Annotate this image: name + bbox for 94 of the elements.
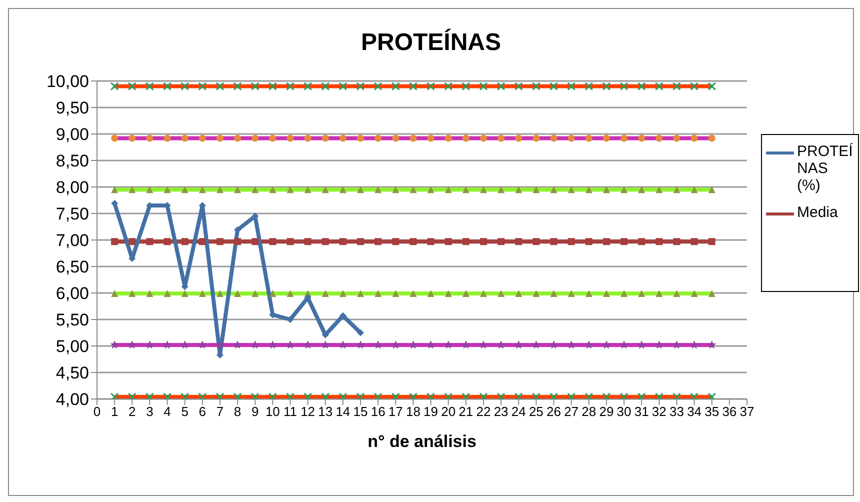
point xyxy=(427,238,434,246)
x-tick-label: 31 xyxy=(634,404,649,420)
point xyxy=(620,238,628,246)
x-tick-label: 17 xyxy=(388,404,403,420)
point xyxy=(690,238,698,246)
x-tick-label: 28 xyxy=(582,404,596,420)
x-tick-label: 23 xyxy=(494,404,508,420)
x-tick-label: 34 xyxy=(687,404,702,420)
x-tick-label: 9 xyxy=(251,404,259,420)
y-tick-label: 5,00 xyxy=(56,337,89,356)
y-tick-label: 7,50 xyxy=(56,204,89,224)
x-tick-label: 3 xyxy=(146,404,154,420)
point xyxy=(128,238,136,246)
point xyxy=(480,238,487,246)
y-tick-label: 7,00 xyxy=(56,231,89,250)
x-tick-label: 14 xyxy=(336,404,350,420)
point xyxy=(234,238,242,246)
point xyxy=(444,238,452,246)
x-tick-label: 13 xyxy=(318,404,333,420)
legend-label: PROTEÍNAS (%) xyxy=(797,143,854,194)
point xyxy=(392,238,400,246)
x-tick-label: 20 xyxy=(441,404,456,420)
x-tick-label: 33 xyxy=(669,404,684,420)
y-tick-label: 4,50 xyxy=(56,364,89,383)
x-tick-label: 37 xyxy=(740,404,754,420)
point xyxy=(374,238,382,246)
point xyxy=(164,238,171,246)
y-tick-label: 8,00 xyxy=(56,178,89,198)
x-tick-label: 8 xyxy=(234,404,242,420)
point xyxy=(515,238,522,246)
x-tick-label: 30 xyxy=(616,404,632,420)
point xyxy=(550,238,558,246)
point xyxy=(322,238,329,246)
x-tick-label: 11 xyxy=(283,404,297,420)
y-tick-label: 6,00 xyxy=(56,284,89,304)
x-tick-label: 12 xyxy=(300,404,316,420)
y-tick-label: 9,50 xyxy=(56,98,89,118)
point xyxy=(111,238,118,246)
x-tick-label: 27 xyxy=(564,404,579,420)
point xyxy=(498,238,505,246)
point xyxy=(462,238,470,246)
x-tick-label: 29 xyxy=(599,404,614,420)
point xyxy=(252,238,259,246)
y-tick-label: 5,50 xyxy=(56,310,89,330)
chart-title: PROTEÍNAS xyxy=(360,29,502,57)
point xyxy=(286,238,294,246)
y-tick-label: 4,00 xyxy=(56,390,89,410)
x-tick-label: 10 xyxy=(265,404,280,420)
x-axis-title: n° de análisis xyxy=(368,432,476,451)
x-tick-label: 7 xyxy=(216,404,224,420)
y-tick-label: 6,50 xyxy=(56,258,89,277)
point xyxy=(304,238,312,246)
point xyxy=(638,238,646,246)
point xyxy=(111,200,118,207)
x-tick-label: 26 xyxy=(546,404,561,420)
x-tick-label: 35 xyxy=(704,404,720,420)
legend-label: Media xyxy=(797,204,838,221)
point xyxy=(602,238,610,246)
point xyxy=(339,238,346,246)
point xyxy=(216,238,224,246)
point xyxy=(585,238,592,246)
y-tick-label: 10,00 xyxy=(46,72,89,92)
x-tick-label: 4 xyxy=(164,404,171,420)
point xyxy=(532,238,540,246)
x-tick-label: 21 xyxy=(458,404,474,420)
x-tick-label: 6 xyxy=(198,404,206,420)
y-tick-label: 8,50 xyxy=(56,152,89,171)
point xyxy=(357,329,364,336)
point xyxy=(181,238,188,246)
point xyxy=(269,238,276,246)
x-tick-label: 32 xyxy=(652,404,666,420)
point xyxy=(198,238,206,246)
point xyxy=(568,238,575,246)
x-tick-label: 22 xyxy=(476,404,491,420)
x-tick-label: 24 xyxy=(511,404,526,420)
point xyxy=(656,238,663,246)
x-tick-label: 36 xyxy=(722,404,737,420)
point xyxy=(339,312,346,320)
x-tick-label: 15 xyxy=(353,404,368,420)
x-tick-label: 5 xyxy=(181,404,188,420)
point xyxy=(286,316,294,323)
x-tick-label: 19 xyxy=(424,404,438,420)
point xyxy=(410,238,417,246)
point xyxy=(357,238,364,246)
x-tick-label: 25 xyxy=(528,404,544,420)
x-tick-label: 16 xyxy=(370,404,386,420)
x-tick-label: 2 xyxy=(128,404,136,420)
x-tick-label: 0 xyxy=(93,404,101,420)
y-tick-label: 9,00 xyxy=(56,125,89,144)
x-tick-label: 18 xyxy=(406,404,420,420)
point xyxy=(708,238,716,246)
point xyxy=(673,238,680,246)
x-tick-label: 1 xyxy=(110,404,118,420)
point xyxy=(146,238,154,246)
